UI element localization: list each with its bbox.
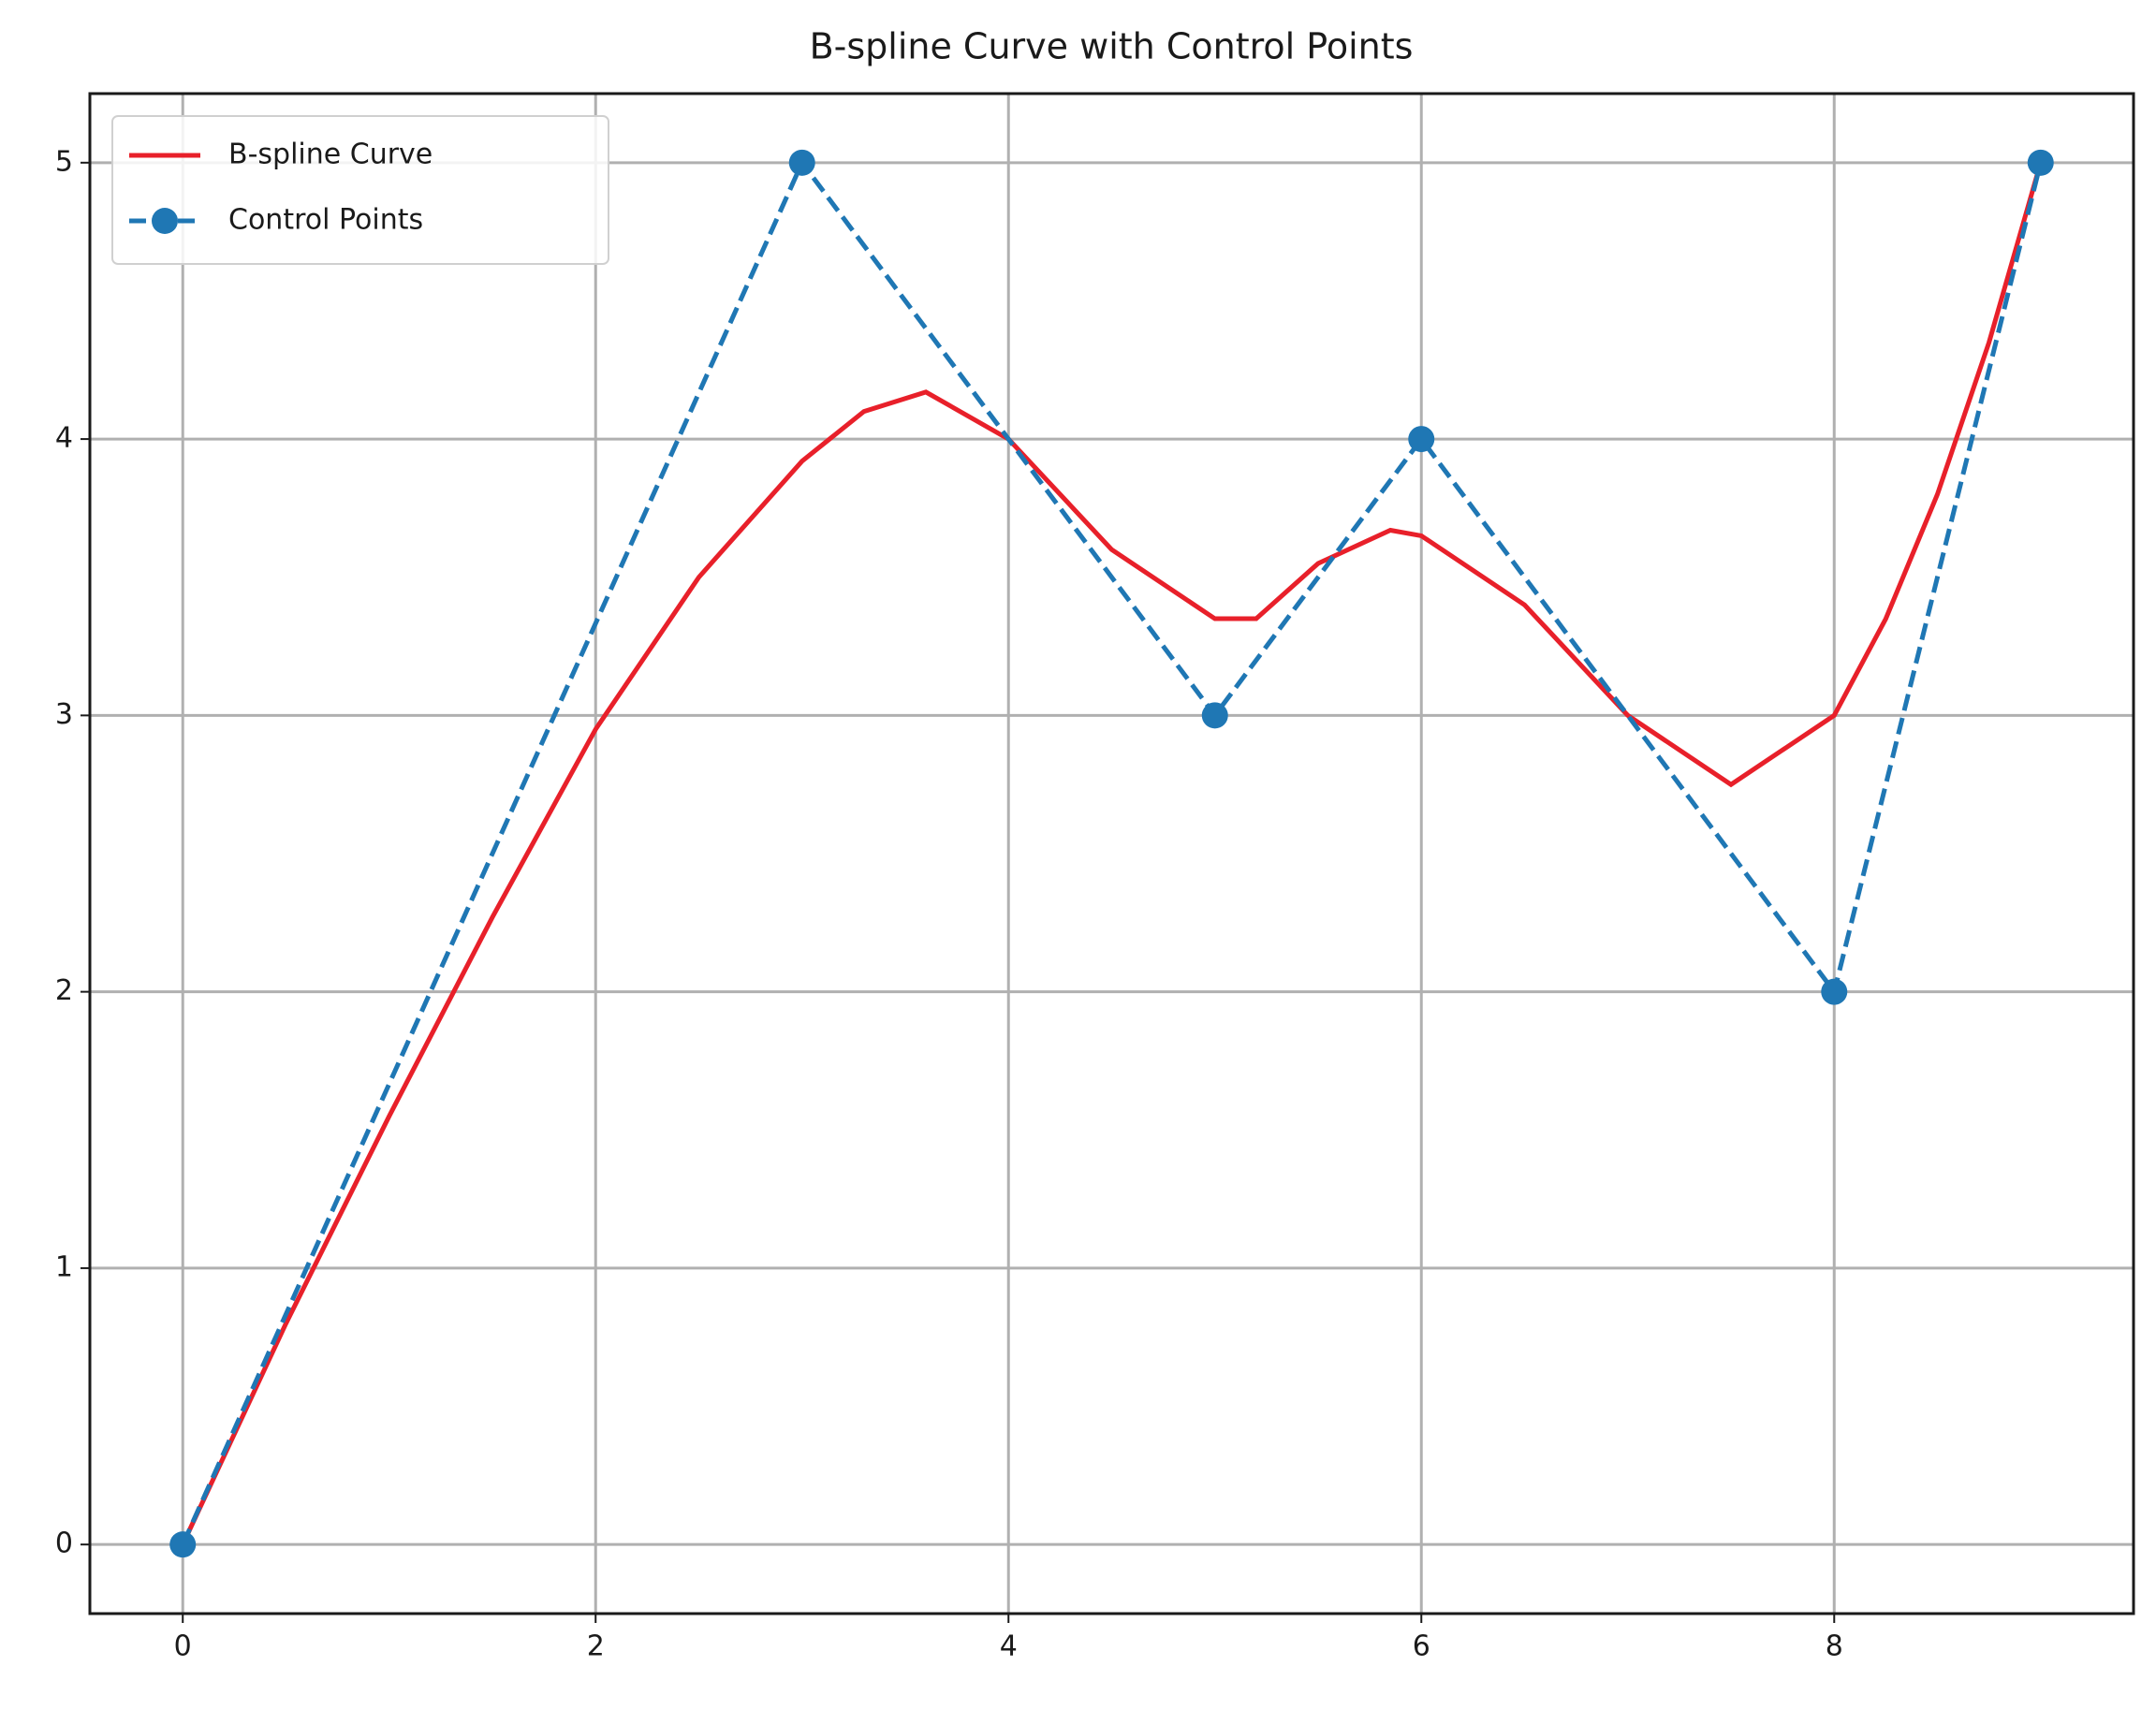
point: [1821, 978, 1848, 1005]
point: [788, 149, 815, 176]
legend-label: B-spline Curve: [228, 139, 433, 171]
legend-marker: [152, 208, 178, 234]
x-tick-label: 6: [1413, 1630, 1430, 1663]
plot-frame: [88, 92, 2135, 1615]
series-line: [180, 162, 2044, 1546]
point: [169, 1531, 197, 1558]
y-tick-label: 2: [55, 974, 73, 1007]
y-tick-label: 1: [55, 1250, 73, 1283]
chart-title: B-spline Curve with Control Points: [810, 26, 1414, 67]
y-tick-label: 0: [55, 1527, 73, 1560]
point: [1201, 702, 1228, 729]
x-tick-label: 4: [1000, 1630, 1018, 1663]
legend-box: [111, 115, 609, 265]
y-tick-label: 4: [55, 422, 73, 455]
x-tick-label: 0: [174, 1630, 192, 1663]
x-tick-label: 2: [587, 1630, 605, 1663]
point: [2027, 149, 2054, 176]
legend-label: Control Points: [228, 204, 423, 237]
y-tick-label: 3: [55, 698, 73, 731]
y-tick-label: 5: [55, 145, 73, 178]
legend: B-spline Curve Control Points: [111, 115, 609, 265]
series-line: [180, 157, 2044, 1546]
x-tick-label: 8: [1826, 1630, 1843, 1663]
point: [1408, 426, 1435, 453]
